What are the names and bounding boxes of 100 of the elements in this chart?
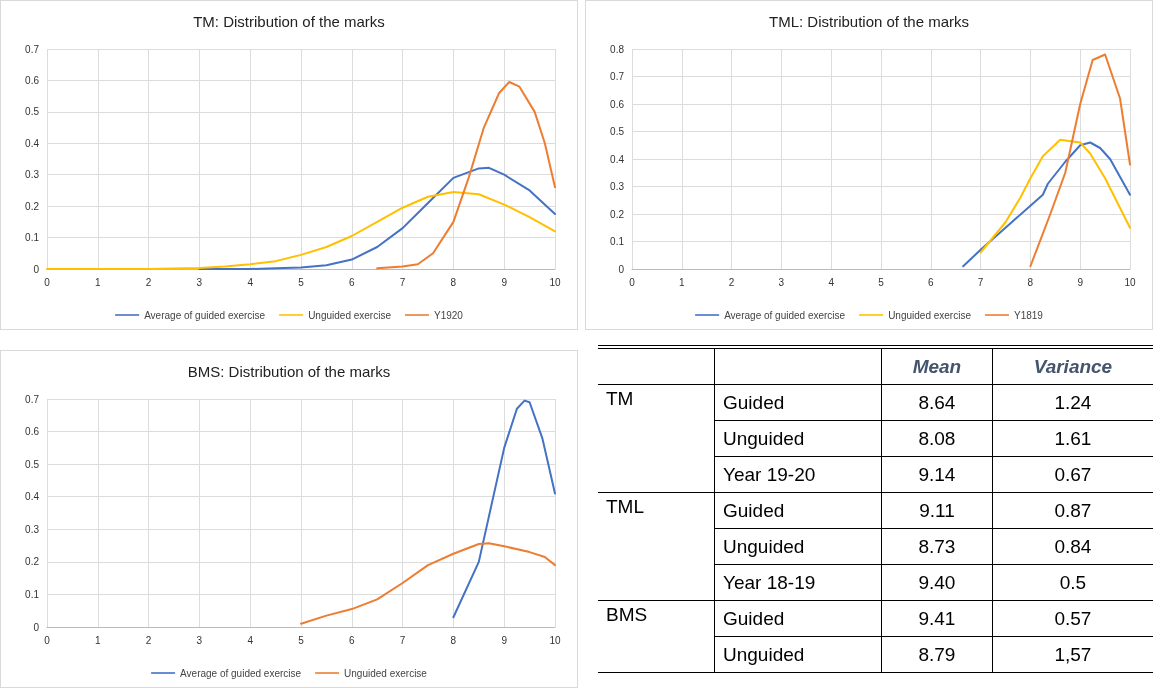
text: 0.87 — [1054, 499, 1092, 521]
x-tick-label: 0 — [629, 276, 636, 288]
x-tick-label: 6 — [928, 276, 935, 288]
text: 9.14 — [918, 463, 956, 485]
x-tick-label: 5 — [298, 634, 305, 646]
category-label: Mean — [881, 347, 993, 385]
legend-label: Average of guided exercise — [144, 309, 266, 321]
line-series — [1029, 53, 1131, 268]
x-tick-label: 4 — [247, 276, 254, 288]
y-tick-label: 0.3 — [25, 523, 40, 535]
x-tick-label: 8 — [450, 634, 457, 646]
category-label: Unguided — [723, 535, 805, 557]
legend-label: Unguided exercise — [308, 309, 392, 321]
y-tick-label: 0.2 — [610, 208, 625, 220]
y-tick-label: 0.3 — [610, 181, 625, 192]
chart-title: BMS: Distribution of the marks — [187, 363, 391, 380]
x-tick-label: 6 — [349, 276, 356, 288]
x-tick-label: 3 — [778, 276, 785, 288]
x-tick-label: 5 — [298, 276, 305, 288]
text: 0.5 — [1059, 571, 1087, 593]
legend-label: Average of guided exercise — [724, 309, 846, 321]
y-tick-label: 0.4 — [25, 137, 40, 149]
legend-label: Y1920 — [433, 309, 464, 321]
y-tick-label: 0 — [33, 621, 40, 633]
text: 9.40 — [918, 571, 956, 593]
category-label: Variance — [992, 347, 1153, 385]
x-tick-label: 1 — [95, 276, 102, 288]
text: 9.41 — [918, 607, 956, 629]
y-tick-label: 0.4 — [610, 153, 625, 165]
y-tick-label: 0.5 — [25, 458, 40, 470]
category-label: Guided — [723, 391, 785, 413]
text: 0.57 — [1054, 607, 1092, 629]
y-tick-label: 0.3 — [25, 169, 40, 181]
x-tick-label: 9 — [501, 276, 508, 288]
line-series — [979, 138, 1131, 254]
y-tick-label: 0.4 — [25, 491, 40, 503]
x-tick-label: 2 — [145, 634, 152, 646]
category-label: TML — [606, 496, 644, 517]
x-tick-label: 4 — [247, 634, 254, 646]
category-label: Unguided — [723, 427, 805, 449]
x-tick-label: 0 — [44, 276, 51, 288]
y-tick-label: 0.6 — [610, 98, 625, 110]
legend-label: Average of guided exercise — [180, 667, 302, 679]
y-tick-label: 0 — [33, 263, 40, 275]
y-tick-label: 0.2 — [25, 556, 40, 568]
text: 1,57 — [1054, 643, 1092, 665]
text: 8.79 — [918, 643, 956, 665]
chart-title: TML: Distribution of the marks — [768, 13, 970, 30]
legend-label: Y1819 — [1013, 309, 1044, 321]
text: 8.64 — [918, 391, 956, 413]
y-tick-label: 0.7 — [610, 71, 625, 82]
x-tick-label: 10 — [1124, 276, 1136, 288]
y-tick-label: 0.1 — [25, 588, 40, 600]
y-tick-label: 0.5 — [25, 106, 40, 118]
chart-title: TM: Distribution of the marks — [193, 13, 385, 30]
y-tick-label: 0.7 — [25, 393, 40, 405]
x-tick-label: 3 — [196, 276, 203, 288]
x-tick-label: 7 — [399, 276, 406, 288]
category-label: Unguided — [723, 643, 805, 665]
y-tick-label: 0.2 — [25, 200, 40, 212]
x-tick-label: 8 — [1027, 276, 1034, 288]
text: 1.24 — [1054, 391, 1092, 413]
line-series — [198, 166, 556, 270]
x-tick-label: 3 — [196, 634, 203, 646]
y-tick-label: 0.1 — [25, 232, 40, 244]
y-tick-label: 0.6 — [25, 426, 40, 438]
y-tick-label: 0.7 — [25, 43, 40, 55]
category-label: TM — [606, 388, 634, 409]
x-tick-label: 10 — [549, 634, 561, 646]
category-label: Guided — [723, 607, 785, 629]
line-series — [300, 542, 556, 625]
x-tick-label: 9 — [1077, 276, 1084, 288]
category-label: Year 19-20 — [723, 463, 816, 485]
text: 0.67 — [1054, 463, 1092, 485]
text: 8.73 — [918, 535, 956, 557]
line-series — [452, 399, 556, 619]
x-tick-label: 1 — [679, 276, 686, 288]
category-label: Year 18-19 — [723, 571, 816, 593]
x-tick-label: 6 — [349, 634, 356, 646]
text: 8.08 — [918, 427, 956, 449]
x-tick-label: 0 — [44, 634, 51, 646]
text: 1.61 — [1054, 427, 1092, 449]
legend-label: Unguided exercise — [888, 309, 972, 321]
x-tick-label: 10 — [549, 276, 561, 288]
x-tick-label: 5 — [878, 276, 885, 288]
y-tick-label: 0.5 — [610, 126, 625, 137]
legend-label: Unguided exercise — [344, 667, 428, 679]
y-tick-label: 0.6 — [25, 74, 40, 86]
x-tick-label: 2 — [145, 276, 152, 288]
x-tick-label: 4 — [828, 276, 835, 288]
category-label: BMS — [606, 604, 648, 625]
text: 9.11 — [919, 499, 955, 521]
x-tick-label: 2 — [728, 276, 735, 288]
category-label: Guided — [723, 499, 785, 521]
x-tick-label: 1 — [95, 634, 102, 646]
x-tick-label: 7 — [977, 276, 984, 288]
y-tick-label: 0 — [618, 263, 625, 275]
y-tick-label: 0.1 — [610, 236, 625, 247]
line-series — [962, 141, 1131, 268]
y-tick-label: 0.8 — [610, 43, 625, 55]
